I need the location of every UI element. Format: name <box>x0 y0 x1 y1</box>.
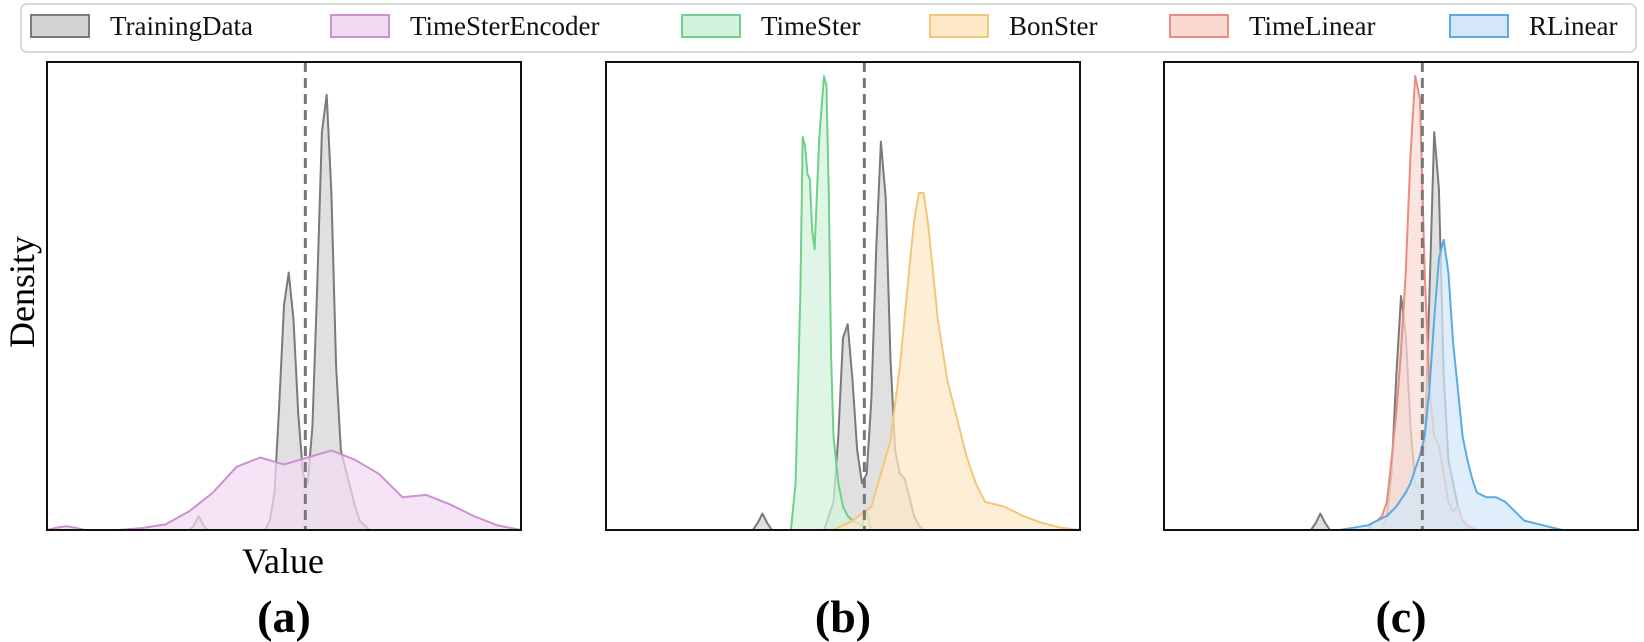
density-line-rlinear <box>1339 238 1582 531</box>
plot-frame <box>46 61 522 531</box>
legend-swatch-timelinear <box>1169 14 1229 38</box>
legend: TrainingData TimeSterEncoder TimeSter BonSt… <box>20 3 1637 53</box>
density-area-bonster <box>833 193 1080 530</box>
panel-1: (a) <box>46 61 522 642</box>
legend-item-bonster: BonSter <box>929 11 1098 41</box>
legend-item-timelinear: TimeLinear <box>1169 11 1375 41</box>
y-axis-label: Density <box>2 236 42 348</box>
legend-swatch-training <box>30 14 90 38</box>
legend-swatch-timester <box>681 14 741 38</box>
legend-swatch-rlinear <box>1449 14 1509 38</box>
density-area-training <box>752 141 929 530</box>
density-area-timester_encoder <box>47 450 521 530</box>
x-axis-label: Value <box>242 541 324 581</box>
legend-frame <box>20 3 1637 53</box>
panel-label: (c) <box>1375 591 1426 642</box>
legend-label-training: TrainingData <box>110 11 253 41</box>
legend-item-timester: TimeSter <box>681 11 861 41</box>
panel-label: (b) <box>815 591 871 642</box>
legend-swatch-timester_encoder <box>330 14 390 38</box>
legend-label-timester: TimeSter <box>761 11 861 41</box>
legend-item-timester_encoder: TimeSterEncoder <box>330 11 599 41</box>
panel-label: (a) <box>257 591 311 642</box>
legend-label-timelinear: TimeLinear <box>1249 11 1375 41</box>
legend-label-bonster: BonSter <box>1009 11 1098 41</box>
density-area-training <box>189 94 370 531</box>
legend-item-rlinear: RLinear <box>1449 11 1617 41</box>
panel-3: (c) <box>1163 61 1639 642</box>
density-area-rlinear <box>1339 239 1582 531</box>
density-area-timester <box>790 76 872 530</box>
legend-label-rlinear: RLinear <box>1529 11 1617 41</box>
panels: (a) (b) (c) <box>46 61 1639 642</box>
plot-frame <box>1163 61 1639 531</box>
panel-2: (b) <box>605 61 1081 642</box>
plot-frame <box>605 61 1081 531</box>
density-line-bonster <box>833 192 1081 531</box>
legend-swatch-bonster <box>929 14 989 38</box>
legend-item-training: TrainingData <box>30 11 253 41</box>
legend-label-timester_encoder: TimeSterEncoder <box>410 11 599 41</box>
